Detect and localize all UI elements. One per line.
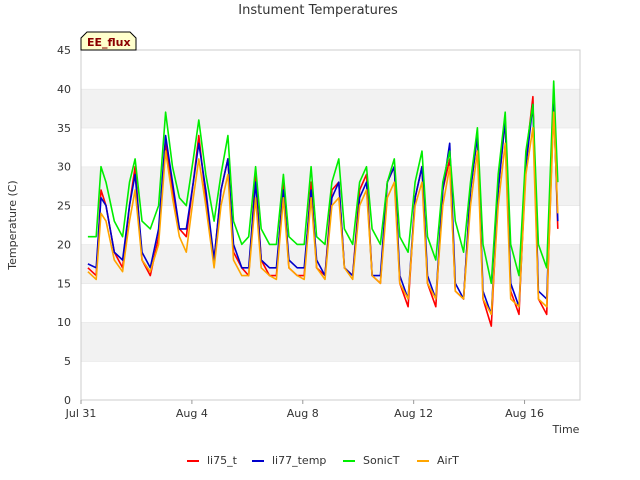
y-tick-label: 25 [57, 200, 71, 213]
y-tick-label: 0 [64, 394, 71, 407]
legend: li75_t li77_temp SonicT AirT [187, 454, 459, 467]
x-tick-label: Aug 12 [394, 407, 433, 420]
legend-label: li75_t [207, 454, 238, 467]
x-tick-label: Aug 4 [176, 407, 208, 420]
x-axis-label: Time [552, 423, 580, 436]
y-tick-label: 35 [57, 122, 71, 135]
grid-band [81, 50, 580, 89]
legend-label: AirT [437, 454, 459, 467]
plot-frame [80, 49, 581, 401]
y-tick-label: 45 [57, 44, 71, 57]
x-tick-label: Aug 8 [287, 407, 319, 420]
series-line-airt [87, 111, 559, 316]
y-tick-label: 5 [64, 355, 71, 368]
ee-flux-badge: EE_flux [80, 31, 137, 51]
badge-label: EE_flux [87, 36, 131, 49]
grid-band [81, 283, 580, 323]
legend-label: SonicT [363, 454, 400, 467]
x-axis-ticks: Jul 31 Aug 4 Aug 8 Aug 12 Aug 16 [65, 400, 544, 420]
grid-band [81, 244, 580, 284]
grid-band [81, 361, 580, 400]
y-tick-label: 40 [57, 83, 71, 96]
x-tick-label: Jul 31 [65, 407, 97, 420]
grid-band [81, 322, 580, 362]
y-tick-label: 10 [57, 316, 71, 329]
y-tick-label: 20 [57, 238, 71, 251]
series-line-sonict [87, 80, 559, 285]
y-tick-label: 30 [57, 161, 71, 174]
series-lines [87, 80, 559, 327]
x-tick-label: Aug 16 [505, 407, 544, 420]
y-tick-label: 15 [57, 277, 71, 290]
y-axis-label: Temperature (C) [6, 180, 19, 270]
chart-title: Instument Temperatures [238, 3, 398, 18]
legend-label: li77_temp [272, 454, 326, 467]
y-axis-ticks: 0 5 10 15 20 25 30 35 40 45 [57, 44, 71, 407]
